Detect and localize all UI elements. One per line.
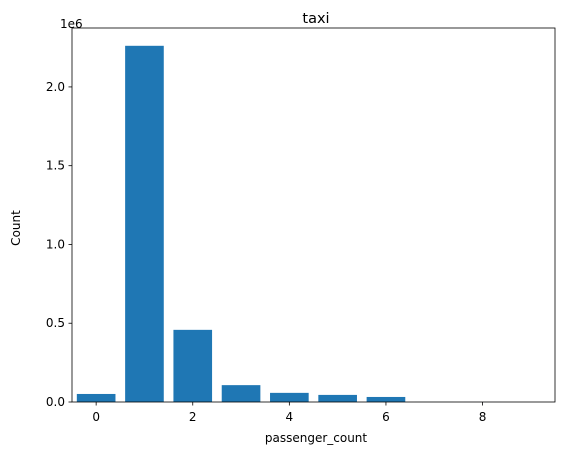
bar <box>366 396 406 402</box>
x-tick-label: 2 <box>189 410 197 424</box>
y-axis-offset-label: 1e6 <box>60 17 83 31</box>
x-tick-label: 0 <box>92 410 100 424</box>
y-tick-label: 1.5 <box>46 159 65 173</box>
y-axis-ticks: 0.0 0.5 1.0 1.5 2.0 <box>46 80 72 409</box>
y-tick-label: 1.0 <box>46 237 65 251</box>
chart-title: taxi <box>302 11 329 27</box>
x-tick-label: 4 <box>286 410 294 424</box>
x-axis-ticks: 0 2 4 6 8 <box>92 402 486 424</box>
y-tick-label: 0.5 <box>46 316 65 330</box>
bar-series <box>76 45 551 402</box>
bar <box>125 45 164 402</box>
bar <box>76 393 116 402</box>
bar <box>318 394 357 402</box>
y-tick-label: 2.0 <box>46 80 65 94</box>
bar <box>173 329 213 402</box>
plot-frame <box>71 27 556 403</box>
x-tick-label: 6 <box>382 410 390 424</box>
x-axis-label: passenger_count <box>265 431 368 445</box>
x-tick-label: 8 <box>479 410 487 424</box>
y-tick-label: 0.0 <box>46 395 65 409</box>
y-axis-label: Count <box>9 210 23 246</box>
bar <box>221 385 261 402</box>
bar <box>270 392 309 402</box>
